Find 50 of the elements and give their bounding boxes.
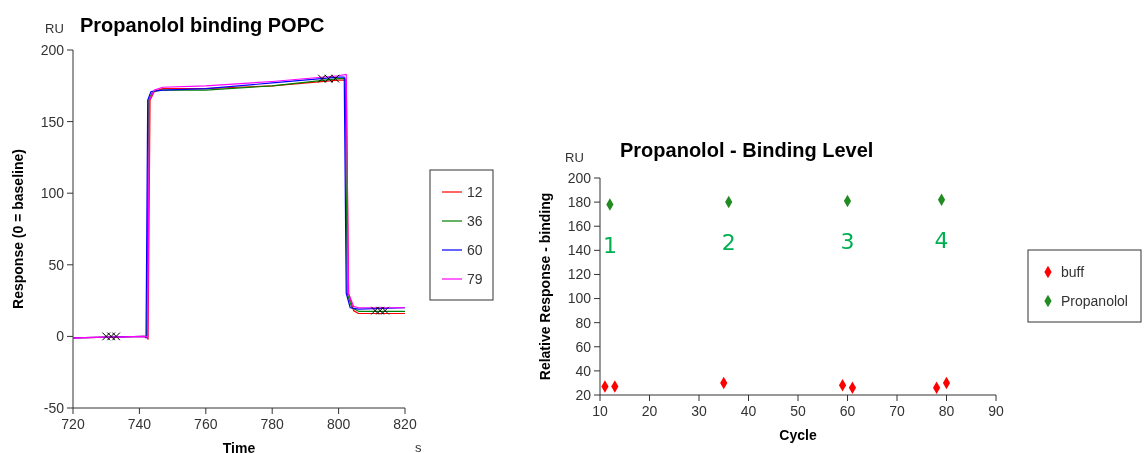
x-tick-label: 820 [393,416,417,432]
y-tick-label: 60 [575,338,592,355]
y-axis-title: Response (0 = baseline) [10,149,26,309]
y-tick-label: 20 [575,386,592,403]
y-tick-label: 50 [48,256,65,273]
y-tick-label: 120 [567,266,592,283]
annotation: 2 [721,230,736,256]
legend-label: 12 [467,183,483,200]
annotation: 3 [840,228,855,254]
x-tick-label: 780 [260,416,285,432]
y-tick-label: 100 [40,185,65,202]
x-tick-label: 70 [889,403,905,419]
y-tick-label: 80 [575,314,592,331]
x-tick-label: 740 [127,416,152,432]
x-tick-label: 50 [790,403,806,419]
y-tick-label: 150 [40,113,65,130]
x-tick-label: 80 [938,403,955,419]
legend-label: 60 [467,241,483,258]
x-tick-label: 760 [194,416,218,432]
chart-title: Propanolol binding POPC [80,14,325,36]
text: s [415,440,422,453]
y-tick-label: -50 [43,399,65,416]
y-tick-label: 0 [56,328,65,345]
x-tick-label: 40 [740,403,757,419]
y-axis-title: Relative Response - binding [537,192,553,381]
y-tick-label: 140 [567,242,592,259]
annotation: 4 [934,227,949,253]
x-tick-label: 720 [61,416,85,432]
y-tick-label: 200 [567,169,592,186]
x-tick-label: 60 [839,403,856,419]
x-tick-label: 90 [988,403,1004,419]
x-tick-label: 20 [641,403,658,419]
x-tick-label: 10 [592,403,608,419]
legend-label: 79 [467,270,483,287]
x-axis-title: Time [222,440,256,453]
legend-label: 36 [467,212,483,229]
legend-label: Propanolol [1061,292,1128,309]
y-tick-label: 180 [567,194,592,211]
y-tick-label: 200 [40,41,65,58]
legend-label: buff [1061,263,1085,280]
text: RU [565,150,584,165]
annotation: 1 [602,232,617,258]
x-tick-label: 800 [326,416,351,432]
text: RU [45,21,64,36]
x-axis-title: Cycle [779,427,817,443]
y-tick-label: 160 [567,218,592,235]
y-tick-label: 40 [575,362,592,379]
x-tick-label: 30 [691,403,707,419]
y-tick-label: 100 [567,290,592,307]
chart-title: Propanolol - Binding Level [620,139,874,161]
